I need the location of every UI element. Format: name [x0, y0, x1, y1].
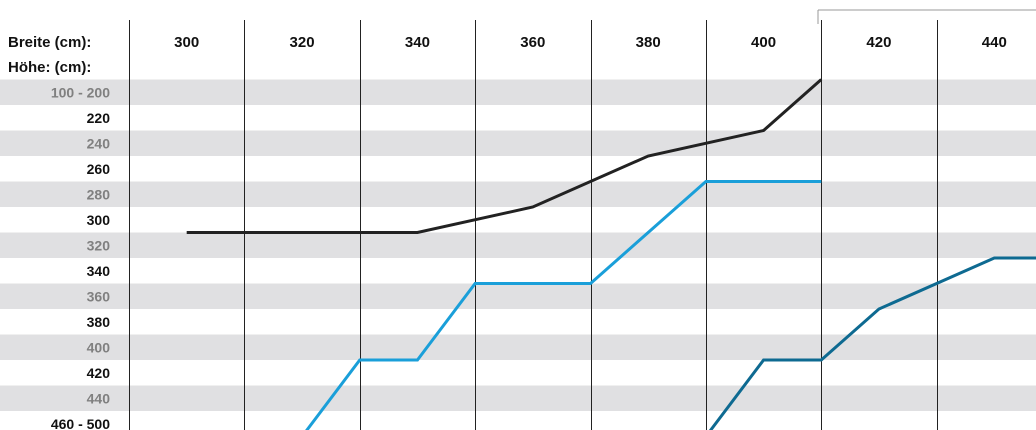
column-header: 320: [290, 34, 315, 51]
row-header: 400: [87, 340, 111, 356]
row-stripe: [0, 130, 1036, 156]
row-header: 260: [87, 161, 111, 177]
height-header-label: Höhe: (cm):: [8, 59, 91, 76]
row-stripe: [0, 181, 1036, 207]
row-header: 100 - 200: [51, 85, 110, 101]
column-headers: 300 320 340 360 380 400 420 440: [174, 34, 1007, 51]
row-stripe: [0, 232, 1036, 258]
column-header: 300: [174, 34, 199, 51]
width-header-label: Breite (cm):: [8, 34, 91, 51]
row-header: 380: [87, 314, 111, 330]
row-stripe: [0, 283, 1036, 309]
row-header: 360: [87, 289, 111, 305]
row-header: 240: [87, 136, 111, 152]
row-header: 440: [87, 391, 111, 407]
row-header: 320: [87, 238, 111, 254]
step-line-1: [186, 78, 823, 234]
row-header: 280: [87, 187, 111, 203]
step-line-2: [305, 180, 822, 430]
row-stripe: [0, 385, 1036, 411]
row-stripe: [0, 79, 1036, 105]
column-header: 440: [982, 34, 1007, 51]
column-header: 400: [751, 34, 776, 51]
step-series: [186, 78, 1036, 430]
row-header: 220: [87, 110, 111, 126]
column-header: 420: [866, 34, 891, 51]
row-stripe: [0, 334, 1036, 360]
row-header: 420: [87, 365, 111, 381]
row-stripes: [0, 79, 1036, 411]
row-header: 340: [87, 263, 111, 279]
row-header: 300: [87, 212, 111, 228]
step-line-3: [708, 256, 1036, 430]
column-header: 360: [520, 34, 545, 51]
column-header: 380: [636, 34, 661, 51]
column-header: 340: [405, 34, 430, 51]
column-gridlines: [129, 20, 938, 430]
row-header: 460 - 500: [51, 416, 110, 430]
row-headers: 100 - 200 220 240 260 280 300 320 340 360 380 400 4…: [51, 85, 110, 430]
